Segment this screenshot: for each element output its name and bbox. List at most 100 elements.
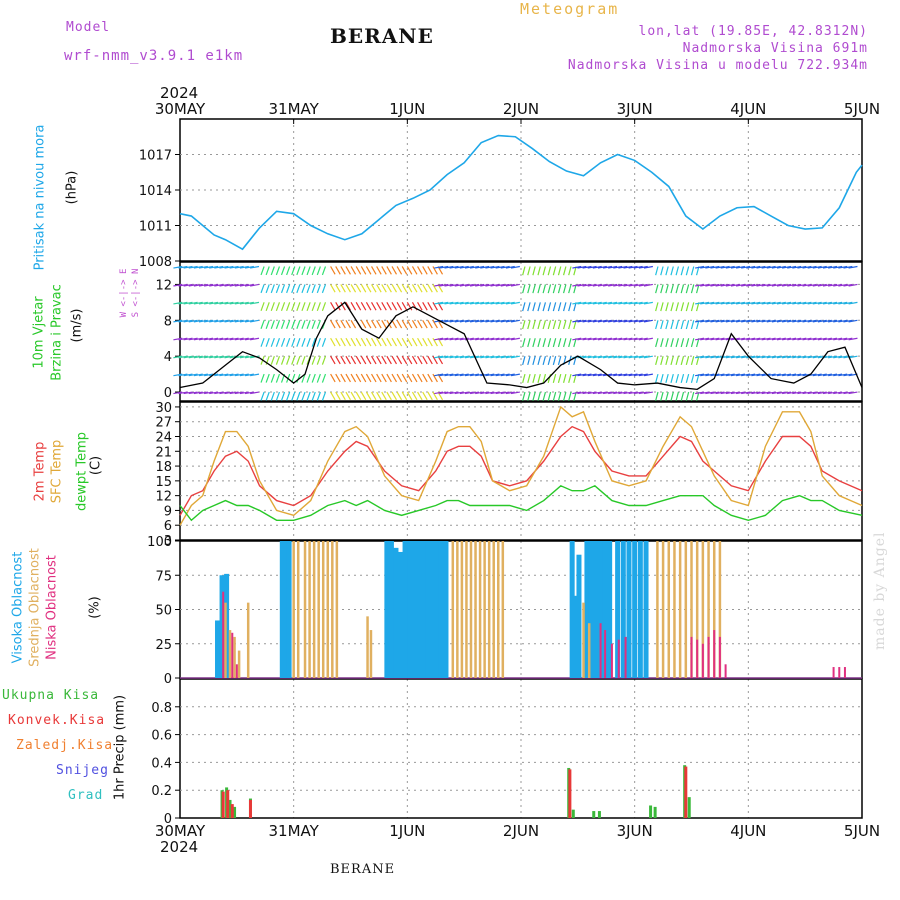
wind-barb xyxy=(628,283,638,287)
low-cloud-bar xyxy=(610,643,613,678)
wind-barb xyxy=(822,319,832,323)
y-tick-label: 1008 xyxy=(139,255,172,270)
y-tick-label: 75 xyxy=(155,569,172,584)
wind-barb xyxy=(537,356,541,366)
high-cloud-bar xyxy=(569,541,575,678)
wind-barb xyxy=(710,373,720,377)
wind-barb xyxy=(715,283,725,287)
wind-speed-line xyxy=(179,301,863,391)
wind-barb xyxy=(386,391,392,401)
wind-barb xyxy=(568,320,572,330)
y-tick-label: 21 xyxy=(155,445,172,460)
wind-barb xyxy=(557,338,562,348)
wind-barb xyxy=(741,265,751,269)
wind-barb xyxy=(552,356,557,366)
wind-barb xyxy=(838,265,848,269)
wind-barb xyxy=(401,337,408,347)
wind-barb xyxy=(781,355,792,359)
wind-barb xyxy=(391,391,398,401)
wind-barb xyxy=(833,355,843,359)
wind-barb xyxy=(454,337,464,341)
mid-cloud-bar xyxy=(474,541,477,678)
wind-barb xyxy=(633,337,643,341)
wind-barb xyxy=(214,391,224,395)
mid-cloud-bar xyxy=(317,541,320,678)
wind-barb xyxy=(330,284,336,293)
wind-barb xyxy=(214,265,224,269)
wind-barb xyxy=(510,265,520,269)
wind-barb xyxy=(643,301,653,305)
wind-barb xyxy=(427,284,433,293)
wind-barb xyxy=(345,391,351,401)
wind-barb xyxy=(761,355,771,359)
wind-barb xyxy=(522,356,526,366)
low-cloud-bar xyxy=(838,667,841,678)
wind-barb xyxy=(843,337,853,341)
wind-barb xyxy=(406,284,413,293)
total-precip-bar xyxy=(687,797,691,818)
wind-barb xyxy=(454,265,464,269)
wind-barb xyxy=(505,265,515,269)
wind-barb xyxy=(690,338,695,348)
wind-barb xyxy=(183,265,193,269)
wind-barb xyxy=(761,301,771,305)
wind-barb xyxy=(260,373,265,383)
wind-barb xyxy=(547,320,552,330)
wind-barb xyxy=(183,283,193,287)
wind-barb xyxy=(700,283,710,287)
wind-barb xyxy=(700,319,710,323)
wind-barb xyxy=(557,266,562,276)
wind-barb xyxy=(552,338,557,348)
wind-barb xyxy=(350,355,357,365)
mid-cloud-bar xyxy=(465,541,468,678)
wind-barb xyxy=(449,283,459,287)
wind-barb xyxy=(381,391,387,401)
wind-barb xyxy=(381,373,387,383)
wind-barb xyxy=(812,301,822,305)
wind-barb xyxy=(665,284,669,294)
wind-barb xyxy=(705,355,715,359)
wind-barb xyxy=(715,391,725,395)
wind-barb xyxy=(340,373,346,383)
wind-barb xyxy=(275,338,281,347)
date-tick-bottom: 3JUN xyxy=(617,822,653,840)
wind-barb xyxy=(608,265,618,269)
wind-barb xyxy=(417,302,423,311)
wind-barb xyxy=(316,373,321,383)
wind-barb xyxy=(746,265,756,269)
wind-barb xyxy=(628,265,638,269)
y-tick-label: 0 xyxy=(164,812,172,827)
high-cloud-bar xyxy=(416,541,422,678)
low-cloud-bar xyxy=(701,643,704,678)
wind-barb xyxy=(537,266,541,276)
wind-barb xyxy=(188,319,198,323)
wind-barb xyxy=(542,302,547,312)
wind-barb xyxy=(628,301,638,305)
wind-barb xyxy=(655,391,659,401)
wind-barb xyxy=(587,337,597,341)
wind-barb xyxy=(422,284,428,293)
wind-barb xyxy=(360,391,367,401)
wind-barb xyxy=(670,302,674,312)
wind-barb xyxy=(695,391,705,395)
wind-barb xyxy=(376,302,382,311)
wind-barb xyxy=(178,265,188,269)
date-tick-bottom: 30MAY xyxy=(155,822,206,840)
wind-barb xyxy=(250,355,260,359)
high-cloud-bar xyxy=(407,541,413,678)
mid-cloud-bar xyxy=(296,541,300,678)
wind-barb xyxy=(695,337,705,341)
wind-barb xyxy=(680,391,685,401)
high-cloud-bar xyxy=(402,541,408,678)
wind-barb xyxy=(454,373,464,377)
wind-barb xyxy=(490,391,500,395)
wind-barb xyxy=(500,337,510,341)
wind-barb xyxy=(391,373,398,383)
wind-barb xyxy=(381,337,387,347)
high-cloud-bar xyxy=(384,541,390,678)
wind-barb xyxy=(587,265,597,269)
mid-cloud-bar xyxy=(701,541,705,678)
wind-barb xyxy=(532,266,536,276)
wind-barb xyxy=(229,301,239,305)
